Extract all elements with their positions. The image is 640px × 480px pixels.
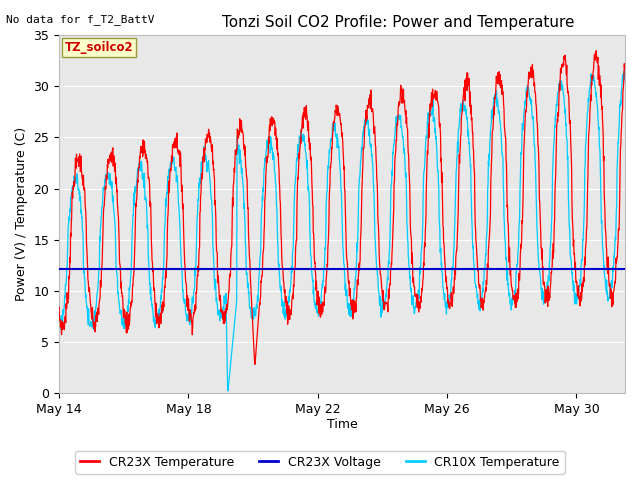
- Title: Tonzi Soil CO2 Profile: Power and Temperature: Tonzi Soil CO2 Profile: Power and Temper…: [223, 15, 575, 30]
- Text: TZ_soilco2: TZ_soilco2: [65, 41, 133, 54]
- Text: No data for f_T2_BattV: No data for f_T2_BattV: [6, 14, 155, 25]
- X-axis label: Time: Time: [326, 419, 358, 432]
- Legend: CR23X Temperature, CR23X Voltage, CR10X Temperature: CR23X Temperature, CR23X Voltage, CR10X …: [75, 451, 565, 474]
- Y-axis label: Power (V) / Temperature (C): Power (V) / Temperature (C): [15, 127, 28, 301]
